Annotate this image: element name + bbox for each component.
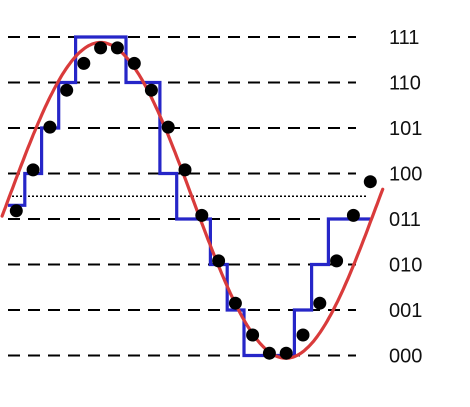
sample-point-10 — [161, 120, 175, 134]
sample-point-13 — [212, 254, 226, 268]
sample-point-9 — [144, 83, 158, 97]
sample-point-5 — [77, 56, 91, 70]
level-label-000: 000 — [389, 346, 422, 368]
level-code-labels: 000 001 010 011 100 101 110 111 — [389, 27, 422, 368]
analog-sine-curve — [0, 40, 385, 360]
level-label-011: 011 — [389, 209, 421, 231]
sample-point-7 — [110, 41, 124, 55]
sample-point-21 — [346, 208, 360, 222]
sample-point-22 — [363, 175, 377, 189]
level-label-101: 101 — [389, 118, 422, 140]
sample-point-12 — [195, 208, 209, 222]
analog-signal — [0, 40, 385, 360]
sample-point-1 — [9, 204, 23, 218]
level-label-010: 010 — [389, 255, 422, 277]
sample-point-17 — [279, 346, 293, 360]
level-label-110: 110 — [389, 73, 421, 95]
sample-point-6 — [94, 41, 108, 55]
sample-point-8 — [127, 56, 141, 70]
sample-point-20 — [330, 254, 344, 268]
sample-point-4 — [60, 83, 74, 97]
sample-point-3 — [43, 120, 57, 134]
sample-point-16 — [262, 346, 276, 360]
sample-point-14 — [228, 296, 242, 310]
level-label-100: 100 — [389, 164, 422, 186]
sample-points — [9, 41, 377, 360]
sample-point-15 — [246, 328, 260, 342]
sample-point-19 — [313, 296, 327, 310]
sample-point-2 — [26, 163, 40, 177]
sample-point-18 — [296, 328, 310, 342]
sample-point-11 — [178, 163, 192, 177]
level-label-001: 001 — [389, 300, 422, 322]
level-label-111: 111 — [389, 27, 419, 49]
